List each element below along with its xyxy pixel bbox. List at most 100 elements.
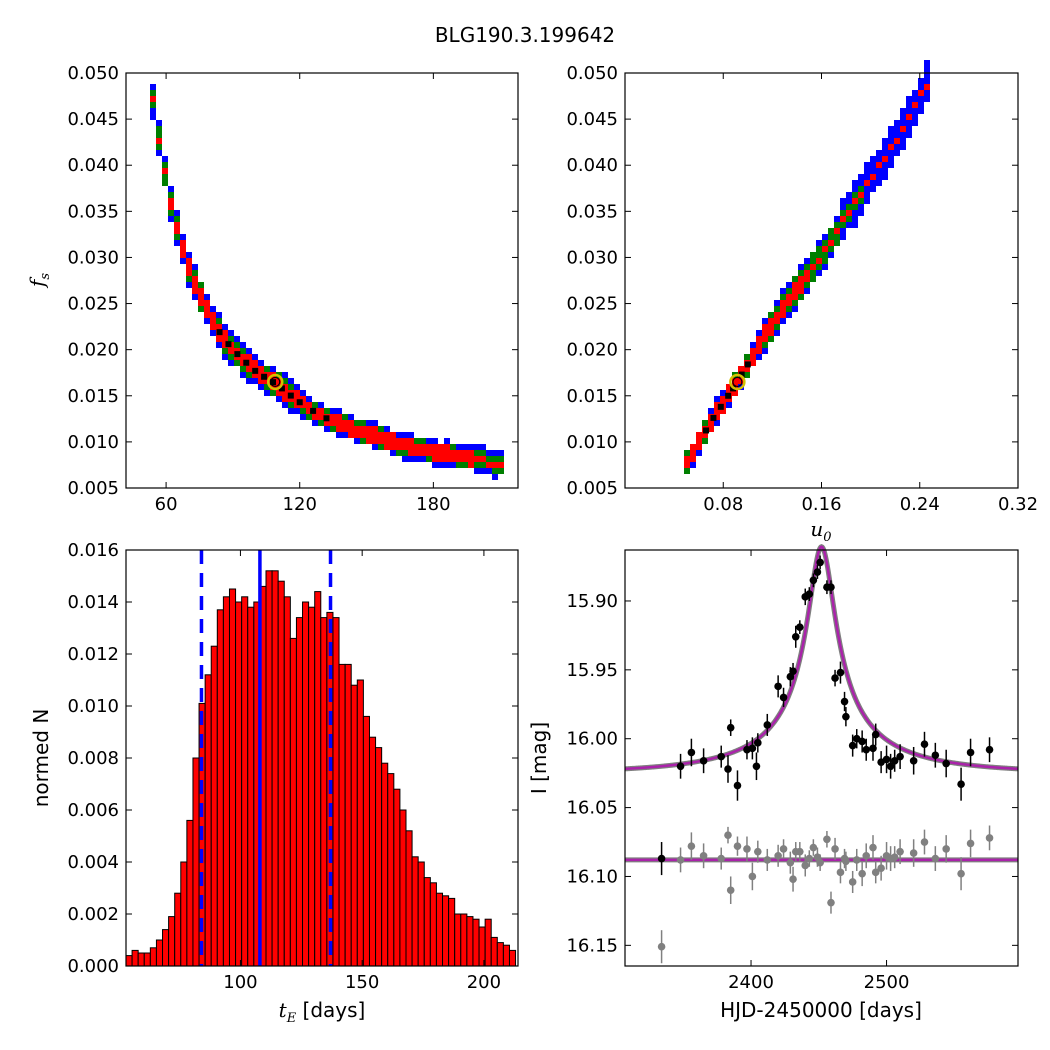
p4-ytick-label: 16.15 [566, 935, 618, 956]
histogram-bar [247, 606, 255, 967]
p1-cell-inner [432, 444, 438, 462]
p1-cell-inner [402, 438, 408, 450]
p2-cell-outer [924, 60, 930, 102]
p2-best-fit-marker [729, 373, 746, 391]
data-point [862, 745, 871, 754]
p2-cell-inner [774, 312, 780, 324]
residual-point [831, 845, 839, 853]
residual-point [726, 886, 735, 895]
histogram-bar [490, 936, 498, 967]
model-curve-shadow [624, 544, 1019, 772]
p1-ytick-label: 0.010 [67, 432, 119, 453]
p2-cell-inner [786, 294, 792, 306]
p4-points [624, 544, 1019, 964]
histogram-bar [137, 952, 145, 967]
data-point [942, 759, 950, 768]
p4-ytick-label: 16.10 [566, 866, 618, 887]
p2-ytick-label: 0.020 [566, 340, 618, 361]
p3-ytick-label: 0.000 [67, 956, 119, 977]
residual-point [842, 857, 850, 866]
p2-cell-inner [696, 432, 702, 450]
histogram-bar [368, 736, 377, 967]
p1-cell-inner [414, 444, 420, 456]
data-point [827, 583, 835, 591]
data-point [831, 674, 839, 682]
p2-cell-core [744, 361, 751, 368]
p1-cell-core [261, 373, 268, 380]
p1-cell-inner [492, 462, 498, 468]
histogram-bar [204, 674, 212, 967]
p1-cell-inner [330, 414, 336, 426]
data-point [896, 752, 904, 761]
p2-cell-inner [900, 126, 906, 132]
panel-te-histogram: 100 150 200 0.000 0.002 0.004 0.006 0.008 0.010 0… [29, 540, 519, 1026]
histogram-bar [417, 861, 425, 967]
data-point [752, 762, 761, 771]
residual-point [823, 835, 831, 844]
p1-cell-inner [222, 330, 228, 348]
histogram-bar [502, 944, 510, 967]
p2-cell-inner [870, 174, 876, 180]
p1-cell-core [287, 392, 294, 399]
p1-cell-core [323, 415, 330, 422]
residual-point [754, 847, 762, 856]
p2-cell-inner [858, 192, 864, 198]
p1-cell-inner [486, 462, 492, 468]
p1-cell-inner [372, 426, 378, 444]
data-point [836, 668, 845, 677]
p2-cell-inner [822, 246, 828, 252]
p2-cell-inner [714, 402, 720, 420]
histogram-bar [362, 715, 370, 967]
residual-point [862, 852, 871, 860]
residual-point [676, 856, 685, 864]
residual-point [890, 853, 899, 861]
p1-ytick-label: 0.045 [67, 109, 119, 130]
p1-cell-inner [480, 456, 486, 462]
p1-cell-inner [300, 396, 306, 408]
residual-point [774, 852, 782, 860]
p1-cell-inner [390, 432, 396, 450]
p4-ytick-label: 16.05 [566, 798, 618, 819]
p1-cell-inner [366, 426, 372, 444]
histogram-bar [277, 580, 285, 967]
p1-ticks: 60 120 180 0.005 0.010 0.015 0.020 0.025 0.030 0.… [67, 63, 518, 515]
p2-cell-inner [816, 258, 822, 264]
histogram-bar [228, 588, 237, 967]
histogram-bar [484, 918, 492, 967]
residual-point [909, 849, 918, 857]
histogram-bar [435, 892, 444, 967]
p2-cell-core [703, 427, 710, 434]
histogram-bar [265, 570, 273, 967]
p3-xtick-label: 200 [467, 972, 501, 993]
p1-cell-inner [360, 426, 366, 438]
histogram-bar [289, 637, 297, 967]
p2-cell-core [738, 371, 745, 378]
p2-heatmap [684, 60, 930, 474]
histogram-bar [192, 757, 200, 967]
histogram-bar [350, 684, 358, 967]
p2-cell-inner [918, 90, 924, 96]
p1-cell-inner [462, 450, 468, 462]
data-point [871, 730, 880, 739]
histogram-bar [423, 877, 431, 967]
p2-xtick-label: 0.08 [703, 494, 743, 515]
p2-best-fit-inner [732, 376, 743, 388]
histogram-bar [125, 955, 133, 967]
data-point [816, 558, 824, 567]
p2-cell-inner [852, 198, 858, 204]
p2-cell-inner [792, 282, 798, 300]
p1-ytick-label: 0.050 [67, 63, 119, 84]
p1-cell-core [310, 407, 317, 414]
p1-cell-inner [210, 312, 216, 330]
p3-ytick-label: 0.004 [67, 852, 119, 873]
p3-ytick-label: 0.012 [67, 644, 119, 665]
data-point [657, 854, 666, 863]
p2-xtick-label: 0.32 [998, 494, 1038, 515]
p1-cell-inner [336, 414, 342, 432]
p2-frame [624, 72, 1019, 489]
p1-cell-inner [156, 138, 162, 144]
histogram-bar [168, 916, 176, 967]
histogram-bar [405, 830, 413, 967]
histogram-bar [387, 773, 395, 967]
